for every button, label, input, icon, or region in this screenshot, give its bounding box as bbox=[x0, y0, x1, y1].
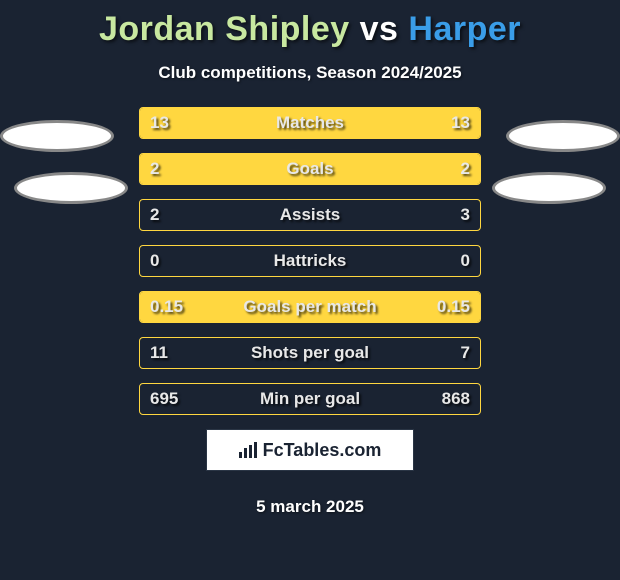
watermark-text: FcTables.com bbox=[263, 440, 382, 461]
player2-club-badge-2 bbox=[492, 172, 606, 204]
stat-value-right: 2 bbox=[461, 154, 470, 184]
stat-row: 22Goals bbox=[139, 153, 481, 185]
player1-club-badge-1 bbox=[0, 120, 114, 152]
stat-value-right: 0 bbox=[461, 246, 470, 276]
stat-row: 11 7Shots per goal bbox=[139, 337, 481, 369]
stat-label: Hattricks bbox=[140, 246, 480, 276]
stat-value-right: 3 bbox=[461, 200, 470, 230]
player2-name: Harper bbox=[408, 10, 521, 48]
stat-value-right: 868 bbox=[442, 384, 470, 414]
stat-value-left: 2 bbox=[150, 200, 159, 230]
stat-label: Min per goal bbox=[140, 384, 480, 414]
stat-value-left: 13 bbox=[150, 108, 169, 138]
stat-row: 0 0Hattricks bbox=[139, 245, 481, 277]
watermark: FcTables.com bbox=[206, 429, 414, 471]
stat-value-left: 695 bbox=[150, 384, 178, 414]
stat-fill-left bbox=[140, 154, 310, 184]
stat-value-right: 13 bbox=[451, 108, 470, 138]
vs-text: vs bbox=[360, 10, 399, 48]
stat-label: Shots per goal bbox=[140, 338, 480, 368]
stat-row: 1313Matches bbox=[139, 107, 481, 139]
stat-fill-right bbox=[310, 154, 480, 184]
player1-name: Jordan Shipley bbox=[99, 10, 350, 48]
date: 5 march 2025 bbox=[0, 497, 620, 517]
player1-club-badge-2 bbox=[14, 172, 128, 204]
stat-value-left: 11 bbox=[150, 338, 168, 368]
stat-row: 695 868Min per goal bbox=[139, 383, 481, 415]
comparison-title: Jordan Shipley vs Harper bbox=[0, 0, 620, 49]
stat-value-right: 0.15 bbox=[437, 292, 470, 322]
stat-row: 0.150.15Goals per match bbox=[139, 291, 481, 323]
stat-value-right: 7 bbox=[461, 338, 470, 368]
stat-label: Assists bbox=[140, 200, 480, 230]
player2-club-badge-1 bbox=[506, 120, 620, 152]
subtitle: Club competitions, Season 2024/2025 bbox=[0, 63, 620, 83]
stat-value-left: 0 bbox=[150, 246, 159, 276]
stat-value-left: 0.15 bbox=[150, 292, 183, 322]
stat-row: 2 3Assists bbox=[139, 199, 481, 231]
stats-container: 1313Matches22Goals23Assists00Hattricks0.… bbox=[139, 107, 481, 415]
chart-icon bbox=[239, 442, 259, 458]
stat-value-left: 2 bbox=[150, 154, 159, 184]
